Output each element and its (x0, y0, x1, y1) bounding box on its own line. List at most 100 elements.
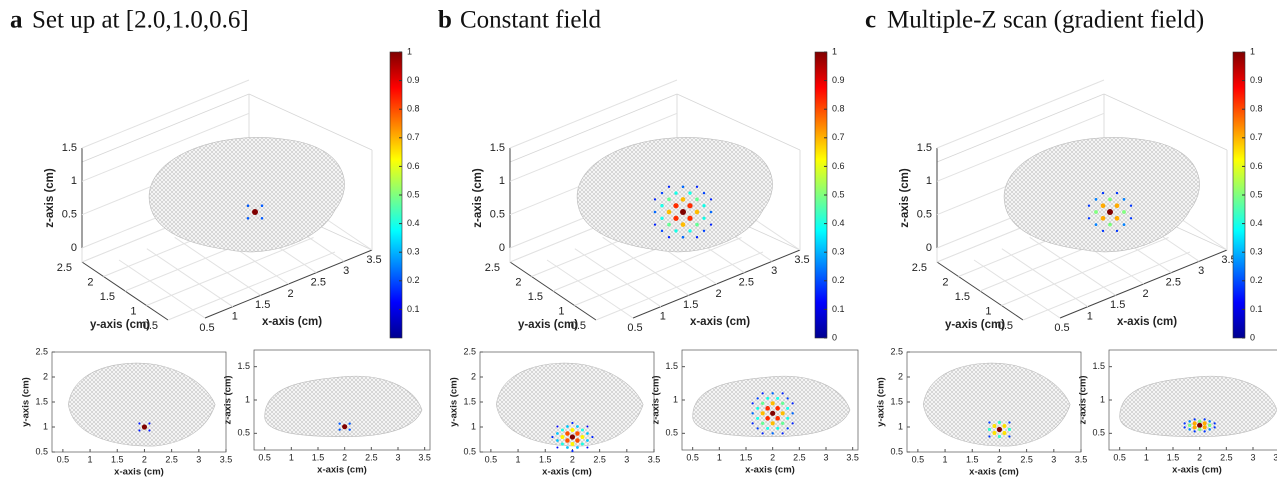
field-dot (1108, 197, 1112, 202)
colorbar-tick-label: 1 (1250, 46, 1255, 56)
field-dot (667, 222, 671, 227)
field-dot (702, 204, 706, 208)
x-tick-label: 2.5 (593, 454, 606, 464)
field-dot (791, 422, 794, 425)
field-dot (695, 236, 699, 239)
field-dot (761, 401, 765, 405)
field-dot (1183, 426, 1186, 429)
x-tick-label: 2 (1142, 288, 1148, 300)
field-dot (660, 229, 664, 233)
field-dot (751, 412, 754, 415)
x-axis-label: x-axis (cm) (1117, 316, 1177, 328)
colorbar-tick-label: 0.9 (1250, 75, 1263, 85)
field-dot (252, 209, 258, 215)
field-dot (1087, 217, 1091, 220)
field-dot (653, 198, 657, 201)
field-dot (761, 392, 764, 395)
brain-mesh (148, 137, 345, 253)
x-tick-label: 3 (196, 454, 201, 464)
field-dot (260, 204, 264, 207)
x-tick-label: 3.5 (1273, 452, 1277, 462)
field-dot (694, 209, 700, 215)
x-tick-label: 2 (997, 454, 1002, 464)
y-tick-label: 1 (673, 394, 678, 404)
field-dot (660, 204, 664, 208)
grid-line (81, 112, 250, 182)
colorbar-tick-label: 0.8 (407, 104, 420, 114)
y-tick-label: 1.5 (890, 396, 903, 406)
field-dot (1197, 422, 1203, 428)
colorbar-tick-label: 0.3 (832, 247, 845, 257)
y-tick-label: 1.5 (665, 361, 678, 371)
x-tick-label: 1 (289, 452, 294, 462)
y-tick-label: 0.5 (463, 446, 476, 456)
x-axis-label: x-axis (cm) (114, 467, 164, 478)
field-dot (771, 432, 774, 435)
x-tick-label: 0.5 (912, 454, 925, 464)
field-dot (1007, 427, 1012, 432)
field-dot (765, 406, 770, 411)
grid-line (174, 236, 261, 296)
y-tick-label: 1 (43, 421, 48, 431)
field-dot (1193, 418, 1196, 421)
field-dot (674, 191, 678, 195)
field-dot (791, 402, 794, 405)
field-dot (571, 449, 574, 453)
y-tick-label: 0.5 (143, 320, 158, 332)
field-dot (571, 421, 574, 425)
colorbar-tick-label: 0.7 (1250, 132, 1263, 142)
z-tick-label: 0.5 (62, 209, 77, 221)
grid-line (546, 259, 634, 319)
field-dot (148, 422, 151, 425)
y-tick-label: 1 (245, 394, 250, 404)
x-tick-label: 0.5 (57, 454, 70, 464)
colorbar-tick-label: 0.1 (1250, 304, 1263, 314)
x-tick-label: 2.5 (1166, 277, 1181, 289)
field-dot (580, 428, 584, 432)
x-axis-label: x-axis (cm) (542, 467, 592, 478)
field-dot (1100, 215, 1106, 221)
grid-line (936, 112, 1105, 182)
box-edge (1103, 93, 1228, 151)
colorbar-tick-label: 0.3 (1250, 247, 1263, 257)
field-dot (756, 427, 759, 430)
field-dot (791, 412, 794, 415)
field-dot (141, 424, 148, 430)
field-dot (1114, 215, 1120, 221)
y-tick-label: 0.5 (998, 320, 1013, 332)
field-dot (786, 427, 789, 430)
field-dot (688, 229, 692, 233)
field-dot (770, 401, 775, 406)
grid-line (146, 248, 234, 308)
field-dot (566, 446, 569, 449)
field-dot (781, 392, 784, 395)
field-dot (992, 431, 997, 435)
x-tick-label: 2 (342, 452, 347, 462)
y-tick-label: 0.5 (35, 446, 48, 456)
x-tick-label: 2.5 (365, 452, 378, 462)
field-dot (667, 236, 671, 239)
box-edge (81, 93, 250, 163)
z-tick-label: 1.5 (62, 142, 77, 154)
field-dot (781, 432, 784, 435)
y-axis-label: y-axis (cm) (90, 319, 150, 331)
grid-line (509, 112, 678, 182)
field-dot (992, 424, 997, 428)
field-dot (570, 442, 575, 446)
x-tick-label: 1 (660, 311, 666, 323)
field-dot (756, 397, 759, 400)
x-tick-label: 2 (570, 454, 575, 464)
colorbar-tick-label: 0 (832, 332, 837, 342)
field-dot (1183, 422, 1186, 425)
field-dot (653, 223, 657, 226)
colorbar-tick-label: 0.9 (832, 75, 845, 85)
field-dot (1122, 198, 1126, 201)
grid-line (973, 259, 1061, 319)
field-dot (138, 422, 141, 425)
y-axis-label: y-axis (cm) (449, 377, 460, 427)
x-tick-label: 1 (1087, 311, 1093, 323)
x-tick-label: 3.5 (418, 452, 431, 462)
field-dot (1192, 421, 1197, 426)
y-axis-label: y-axis (cm) (876, 377, 887, 427)
field-dot (751, 422, 754, 425)
